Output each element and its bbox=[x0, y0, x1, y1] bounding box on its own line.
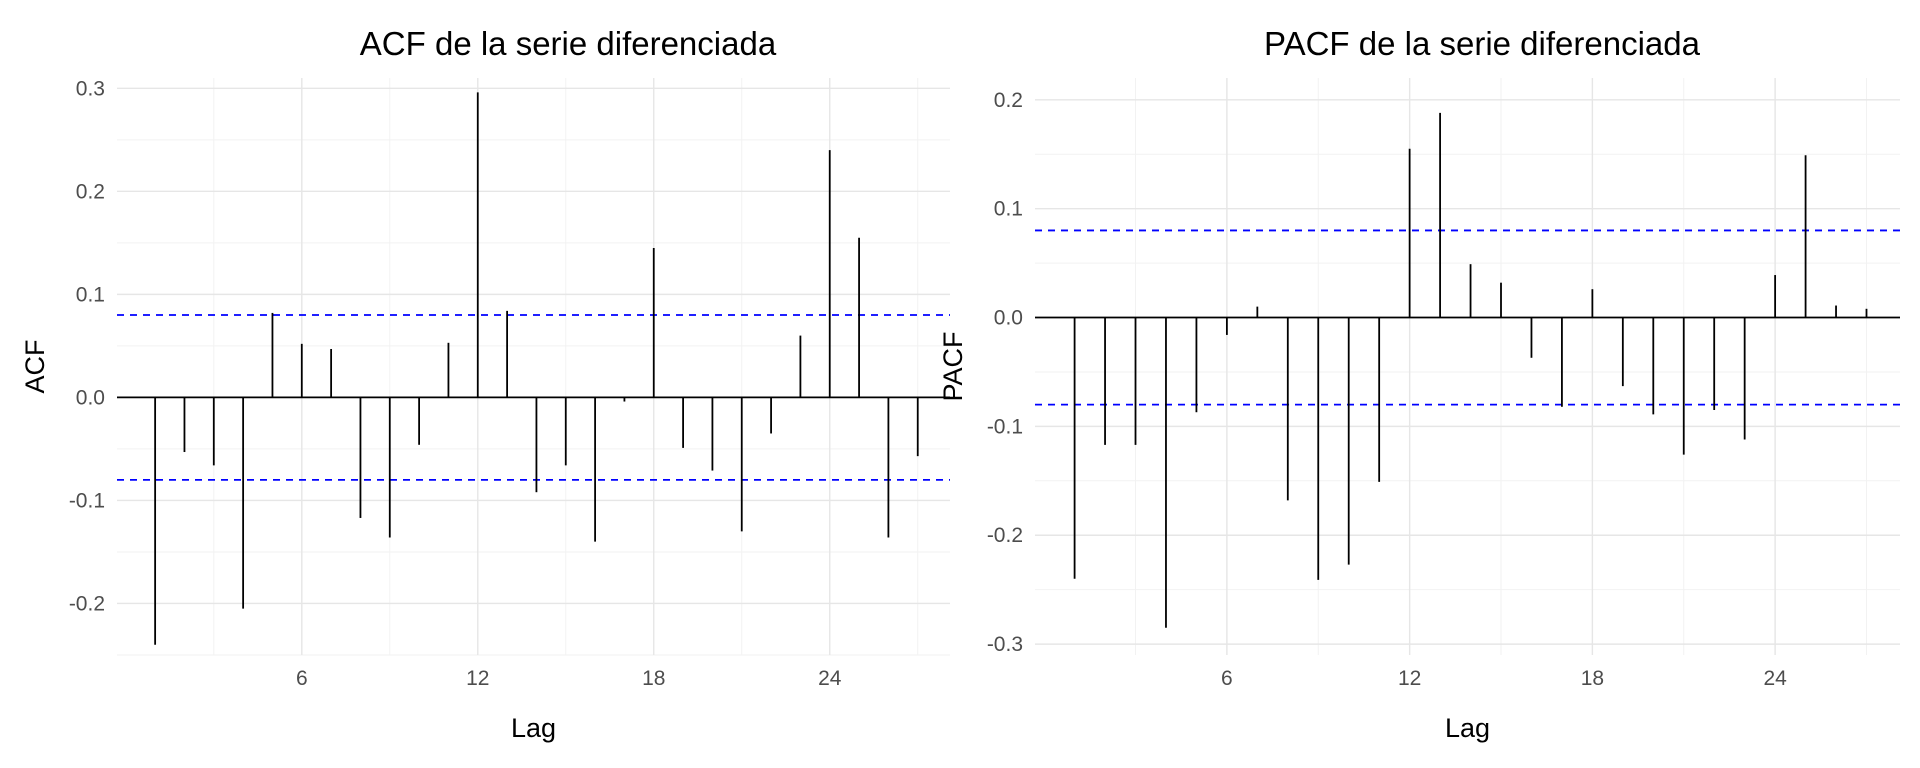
pacf-y-tick-label: 0.0 bbox=[994, 307, 1023, 330]
acf-y-tick-label: 0.2 bbox=[76, 180, 105, 203]
acf-y-tick-label: -0.2 bbox=[69, 592, 105, 615]
pacf-x-tick-label: 6 bbox=[1221, 667, 1233, 690]
pacf-x-tick-label: 18 bbox=[1581, 667, 1604, 690]
pacf-y-tick-label: -0.2 bbox=[987, 524, 1023, 547]
acf-y-axis-title: ACF bbox=[20, 340, 50, 394]
pacf-y-tick-label: 0.2 bbox=[994, 89, 1023, 112]
acf-y-tick-label: 0.1 bbox=[76, 283, 105, 306]
acf-y-tick-label: 0.0 bbox=[76, 386, 105, 409]
acf-x-tick-label: 18 bbox=[642, 667, 665, 690]
acf-y-tick-label: 0.3 bbox=[76, 77, 105, 100]
acf-x-tick-label: 6 bbox=[296, 667, 308, 690]
pacf-chart-title: PACF de la serie diferenciada bbox=[1264, 25, 1701, 62]
pacf-y-tick-label: -0.3 bbox=[987, 633, 1023, 656]
acf-x-axis-title: Lag bbox=[511, 713, 556, 743]
acf-x-tick-label: 24 bbox=[818, 667, 842, 690]
pacf-x-tick-label: 12 bbox=[1398, 667, 1421, 690]
acf-x-tick-label: 12 bbox=[466, 667, 489, 690]
acf-y-tick-label: -0.1 bbox=[69, 489, 105, 512]
pacf-x-tick-label: 24 bbox=[1763, 667, 1787, 690]
acf-chart-title: ACF de la serie diferenciada bbox=[360, 25, 777, 62]
pacf-y-tick-label: 0.1 bbox=[994, 198, 1023, 221]
pacf-y-tick-label: -0.1 bbox=[987, 415, 1023, 438]
pacf-y-axis-title: PACF bbox=[938, 331, 968, 401]
pacf-x-axis-title: Lag bbox=[1445, 713, 1490, 743]
